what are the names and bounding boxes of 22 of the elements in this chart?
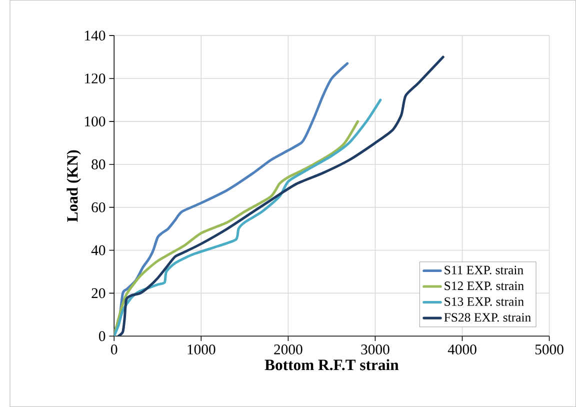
y-tick-label: 0: [98, 331, 106, 342]
legend-label: S12 EXP. strain: [444, 282, 524, 290]
line-series: [117, 56, 444, 336]
y-tick-label: 80: [92, 159, 106, 170]
y-tick-label: 20: [92, 288, 106, 298]
line-series: [114, 98, 382, 336]
legend-label: FS28 EXP. strain: [444, 313, 531, 322]
legend-label: S11 EXP. strain: [444, 266, 524, 274]
x-axis-title: Bottom R.F.T strain: [264, 359, 399, 370]
y-axis-title: Load (KN): [66, 150, 81, 222]
x-tick-label: 0: [111, 344, 118, 354]
y-tick-label: 40: [91, 245, 106, 256]
y-tick-label: 140: [85, 30, 106, 40]
x-tick-label: 4000: [448, 344, 476, 354]
x-tick-label: 5000: [535, 344, 564, 354]
x-tick-label: 2000: [274, 344, 302, 354]
x-tick-label: 1000: [188, 344, 216, 354]
legend-label: S13 EXP. strain: [444, 297, 524, 306]
y-tick-label: 60: [92, 202, 106, 212]
y-tick-label: 120: [85, 74, 106, 84]
x-tick-label: 3000: [361, 344, 390, 354]
y-tick-label: 100: [85, 116, 106, 126]
